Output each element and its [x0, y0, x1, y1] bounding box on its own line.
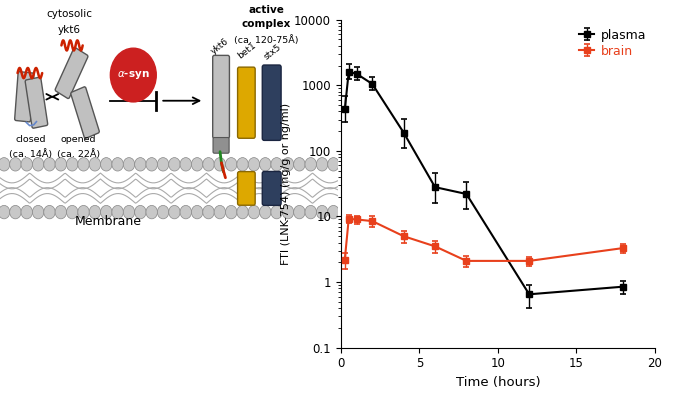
FancyBboxPatch shape: [263, 65, 281, 140]
Circle shape: [260, 158, 271, 171]
Circle shape: [157, 158, 169, 171]
Circle shape: [305, 158, 317, 171]
Circle shape: [214, 205, 225, 219]
FancyBboxPatch shape: [55, 48, 88, 98]
Circle shape: [21, 205, 32, 219]
Circle shape: [101, 205, 112, 219]
FancyBboxPatch shape: [15, 71, 34, 122]
Circle shape: [32, 205, 44, 219]
Circle shape: [124, 205, 135, 219]
Circle shape: [180, 158, 192, 171]
FancyBboxPatch shape: [213, 137, 229, 153]
Circle shape: [282, 158, 294, 171]
Circle shape: [66, 158, 78, 171]
Circle shape: [192, 205, 203, 219]
Circle shape: [271, 158, 282, 171]
Circle shape: [248, 205, 260, 219]
Circle shape: [237, 205, 248, 219]
Circle shape: [0, 205, 9, 219]
Circle shape: [180, 205, 192, 219]
Circle shape: [0, 158, 9, 171]
FancyBboxPatch shape: [25, 77, 48, 128]
X-axis label: Time (hours): Time (hours): [456, 376, 540, 389]
Circle shape: [294, 205, 305, 219]
Circle shape: [282, 205, 294, 219]
Circle shape: [112, 205, 124, 219]
Text: complex: complex: [242, 19, 292, 30]
Circle shape: [294, 158, 305, 171]
Text: (ca. 14Å): (ca. 14Å): [9, 149, 52, 159]
Text: bet1: bet1: [236, 41, 258, 60]
Y-axis label: FTI (LNK-754) (ng/g or ng/ml): FTI (LNK-754) (ng/g or ng/ml): [281, 103, 292, 265]
Circle shape: [271, 205, 282, 219]
Circle shape: [112, 158, 124, 171]
Circle shape: [78, 205, 89, 219]
Circle shape: [192, 158, 203, 171]
Circle shape: [202, 205, 214, 219]
FancyBboxPatch shape: [71, 87, 99, 138]
Circle shape: [214, 158, 225, 171]
Circle shape: [146, 205, 157, 219]
Circle shape: [110, 48, 156, 102]
Text: cytosolic: cytosolic: [46, 9, 92, 19]
Circle shape: [89, 158, 101, 171]
Text: Membrane: Membrane: [74, 216, 142, 228]
Circle shape: [78, 158, 89, 171]
Circle shape: [248, 158, 260, 171]
Text: opened: opened: [61, 135, 96, 144]
Circle shape: [328, 158, 340, 171]
Text: ykt6: ykt6: [209, 37, 231, 56]
Circle shape: [55, 205, 67, 219]
Circle shape: [225, 205, 237, 219]
Circle shape: [89, 205, 101, 219]
Circle shape: [237, 158, 248, 171]
Circle shape: [44, 205, 55, 219]
Circle shape: [9, 158, 21, 171]
Circle shape: [146, 158, 157, 171]
Text: (ca. 22Å): (ca. 22Å): [57, 149, 100, 159]
Circle shape: [9, 205, 21, 219]
Circle shape: [317, 158, 328, 171]
Text: active: active: [248, 5, 285, 15]
Circle shape: [44, 158, 55, 171]
Circle shape: [134, 205, 146, 219]
Text: $\alpha$-syn: $\alpha$-syn: [117, 69, 150, 81]
Circle shape: [55, 158, 67, 171]
Circle shape: [66, 205, 78, 219]
Circle shape: [21, 158, 32, 171]
Circle shape: [260, 205, 271, 219]
FancyBboxPatch shape: [213, 55, 230, 138]
Circle shape: [134, 158, 146, 171]
FancyBboxPatch shape: [238, 171, 255, 205]
Circle shape: [225, 158, 237, 171]
Circle shape: [305, 205, 317, 219]
Text: stx5: stx5: [263, 43, 283, 62]
Circle shape: [328, 205, 340, 219]
Text: (ca. 120-75Å): (ca. 120-75Å): [234, 35, 299, 45]
Circle shape: [124, 158, 135, 171]
Text: closed: closed: [15, 135, 46, 144]
Circle shape: [32, 158, 44, 171]
Circle shape: [169, 205, 180, 219]
Circle shape: [101, 158, 112, 171]
Circle shape: [317, 205, 328, 219]
Circle shape: [157, 205, 169, 219]
Legend: plasma, brain: plasma, brain: [576, 26, 649, 60]
Circle shape: [169, 158, 180, 171]
Text: ykt6: ykt6: [57, 24, 81, 35]
FancyBboxPatch shape: [238, 67, 255, 138]
FancyBboxPatch shape: [263, 171, 281, 205]
Circle shape: [202, 158, 214, 171]
